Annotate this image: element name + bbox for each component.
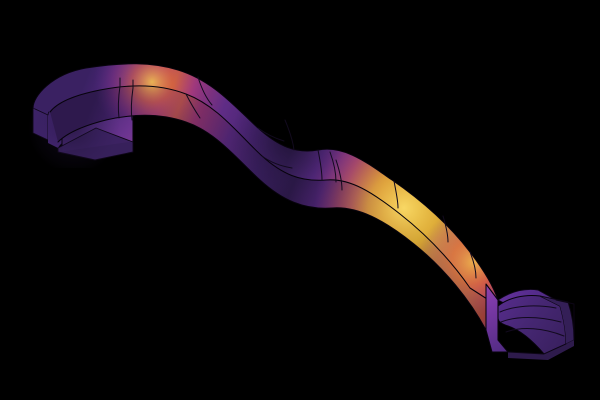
right-foot-base: [508, 340, 574, 360]
right-foot-pilaster: [486, 284, 508, 352]
right-foot-body: [498, 295, 566, 354]
right-foot-assembly[interactable]: [485, 283, 575, 360]
right-foot-side-return: [540, 296, 574, 344]
